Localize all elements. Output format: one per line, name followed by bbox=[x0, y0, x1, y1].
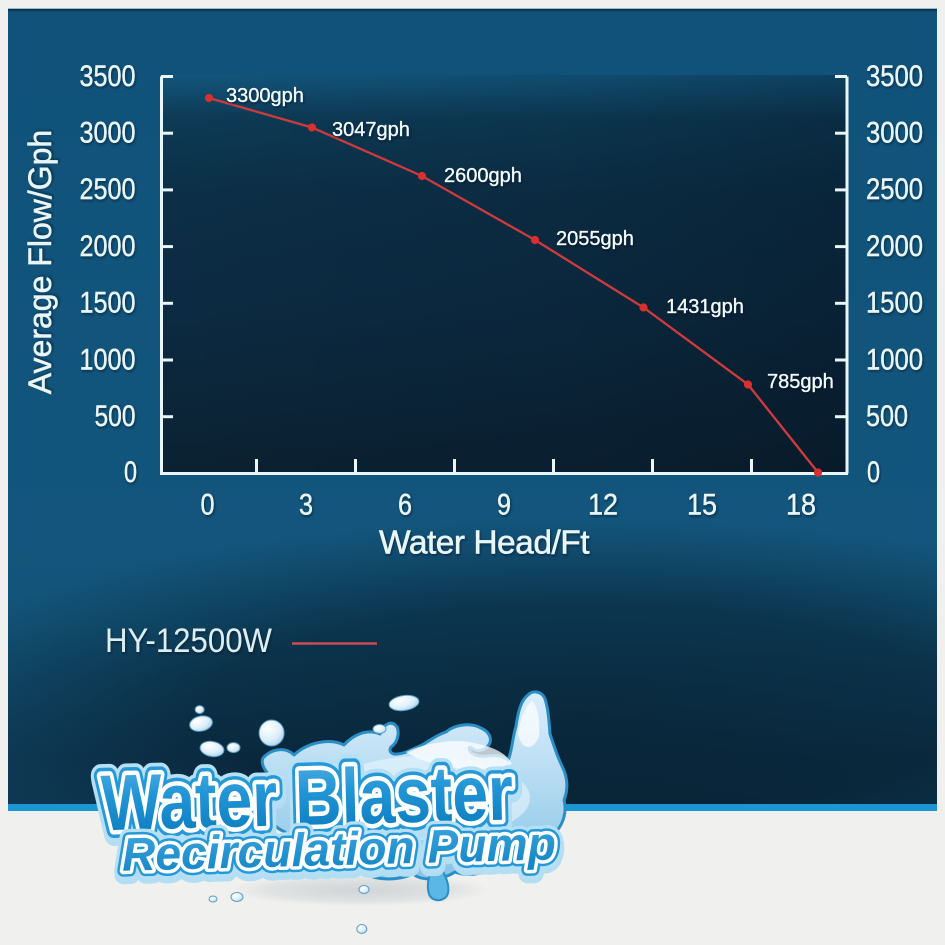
svg-text:500: 500 bbox=[95, 400, 136, 433]
svg-text:6: 6 bbox=[398, 489, 412, 522]
svg-text:1000: 1000 bbox=[80, 343, 136, 376]
svg-text:Water Blaster: Water Blaster bbox=[100, 747, 514, 847]
svg-text:2500: 2500 bbox=[866, 173, 923, 206]
svg-text:2000: 2000 bbox=[866, 230, 923, 263]
svg-text:3: 3 bbox=[299, 489, 313, 522]
svg-text:2055gph: 2055gph bbox=[556, 228, 634, 250]
svg-text:3047gph: 3047gph bbox=[332, 119, 410, 141]
svg-text:0: 0 bbox=[201, 489, 215, 522]
svg-text:Water Blaster: Water Blaster bbox=[100, 747, 514, 847]
svg-text:0: 0 bbox=[867, 456, 880, 489]
svg-text:3500: 3500 bbox=[866, 60, 923, 93]
svg-text:Recirculation Pump: Recirculation Pump bbox=[121, 816, 556, 880]
svg-text:1500: 1500 bbox=[866, 287, 923, 320]
svg-text:Water Head/Ft: Water Head/Ft bbox=[379, 525, 590, 562]
svg-text:785gph: 785gph bbox=[767, 371, 834, 393]
svg-text:2600gph: 2600gph bbox=[444, 165, 522, 187]
svg-text:Water Blaster: Water Blaster bbox=[100, 747, 514, 847]
svg-text:500: 500 bbox=[866, 400, 908, 433]
svg-text:12: 12 bbox=[588, 489, 618, 522]
svg-text:2500: 2500 bbox=[80, 173, 136, 206]
svg-text:Average Flow/Gph: Average Flow/Gph bbox=[22, 130, 58, 394]
svg-text:2000: 2000 bbox=[80, 230, 136, 263]
svg-text:3000: 3000 bbox=[80, 117, 136, 150]
svg-text:1000: 1000 bbox=[866, 343, 923, 376]
svg-text:HY-12500W: HY-12500W bbox=[105, 622, 272, 660]
svg-text:9: 9 bbox=[497, 489, 511, 522]
svg-text:3000: 3000 bbox=[866, 117, 923, 150]
svg-text:15: 15 bbox=[687, 489, 717, 522]
svg-text:3500: 3500 bbox=[80, 60, 136, 93]
svg-text:0: 0 bbox=[124, 456, 137, 489]
svg-text:18: 18 bbox=[786, 489, 816, 522]
svg-text:1500: 1500 bbox=[80, 287, 136, 320]
svg-text:3300gph: 3300gph bbox=[226, 85, 304, 107]
svg-text:1431gph: 1431gph bbox=[666, 296, 744, 318]
